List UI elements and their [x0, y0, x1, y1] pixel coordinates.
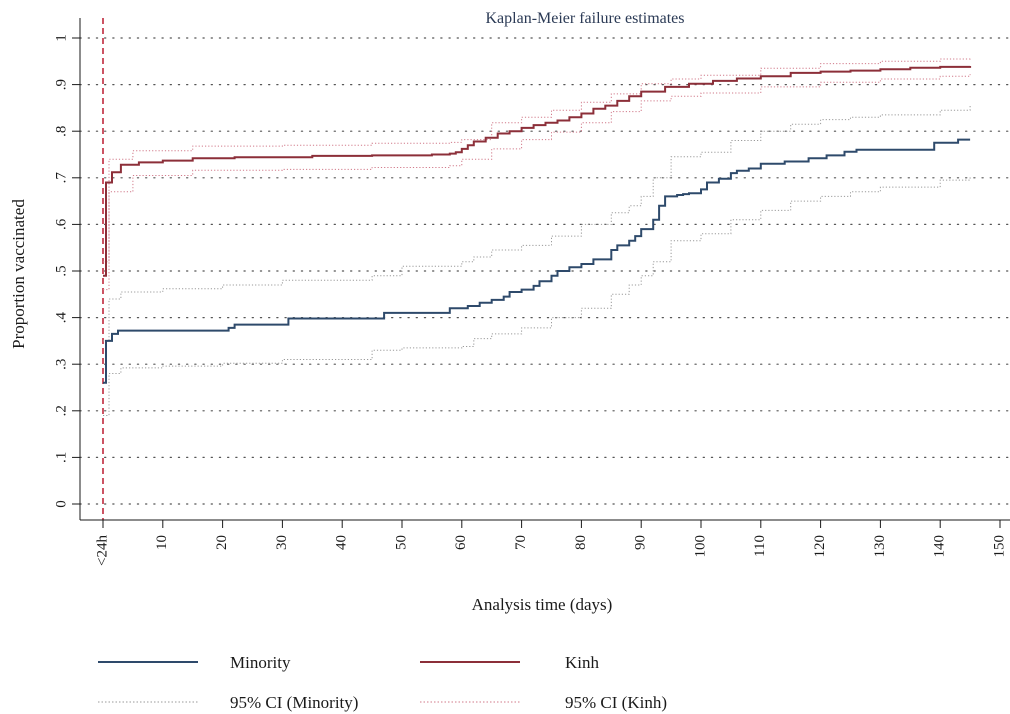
legend: Minority Kinh 95% CI (Minority) 95% CI (…: [98, 653, 667, 712]
y-tick-label: .3: [53, 359, 69, 370]
x-tick-label: 70: [513, 535, 529, 550]
x-axis-label: Analysis time (days): [472, 595, 613, 614]
y-tick-label: .9: [53, 79, 69, 90]
x-tick-label: 60: [453, 535, 469, 550]
y-tick-label: .8: [53, 126, 69, 137]
y-tick-label: .7: [53, 172, 69, 184]
y-tick-label: .5: [53, 265, 69, 276]
axes: [79, 18, 1010, 521]
y-ticks: 0 .1 .2 .3 .4 .5 .6 .7 .8 .9 1: [53, 34, 80, 508]
series-group: [103, 57, 972, 416]
x-ticks: <24h 10 20 30 40 50 60 70 80 90 100 110 120 130 140 150: [94, 520, 1007, 566]
chart-title: Kaplan-Meier failure estimates: [485, 10, 684, 27]
x-tick-label: 40: [334, 535, 350, 550]
x-tick-label: 150: [991, 535, 1007, 558]
series-ci-minority-lower: [103, 175, 971, 416]
x-tick-label: 30: [274, 535, 290, 550]
x-tick-label: 140: [932, 535, 948, 558]
series-ci-kinh-lower: [103, 74, 971, 291]
x-tick-label: 100: [692, 535, 708, 558]
x-tick-label: <24h: [94, 535, 110, 566]
series-ci-minority-upper: [103, 105, 971, 342]
x-tick-label: 110: [752, 535, 768, 557]
y-tick-label: .2: [53, 405, 69, 416]
x-tick-label: 10: [154, 535, 170, 550]
y-tick-label: .1: [53, 452, 69, 463]
x-tick-label: 130: [872, 535, 888, 558]
legend-label-kinh: Kinh: [565, 653, 600, 672]
x-tick-label: 20: [214, 535, 230, 550]
x-tick-label: 90: [633, 535, 649, 550]
series-kinh-line: [103, 65, 972, 277]
y-tick-label: 1: [53, 34, 69, 42]
x-tick-label: 120: [812, 535, 828, 558]
x-tick-label: 80: [573, 535, 589, 550]
y-tick-label: .6: [53, 218, 69, 230]
series-minority-line: [103, 138, 971, 384]
legend-label-ci-minority: 95% CI (Minority): [230, 693, 358, 712]
legend-label-minority: Minority: [230, 653, 291, 672]
series-ci-kinh-upper: [103, 57, 971, 263]
y-tick-label: .4: [53, 311, 69, 323]
y-tick-label: 0: [53, 500, 69, 508]
y-axis-label: Proportion vaccinated: [9, 199, 28, 349]
x-tick-label: 50: [393, 535, 409, 550]
legend-label-ci-kinh: 95% CI (Kinh): [565, 693, 667, 712]
